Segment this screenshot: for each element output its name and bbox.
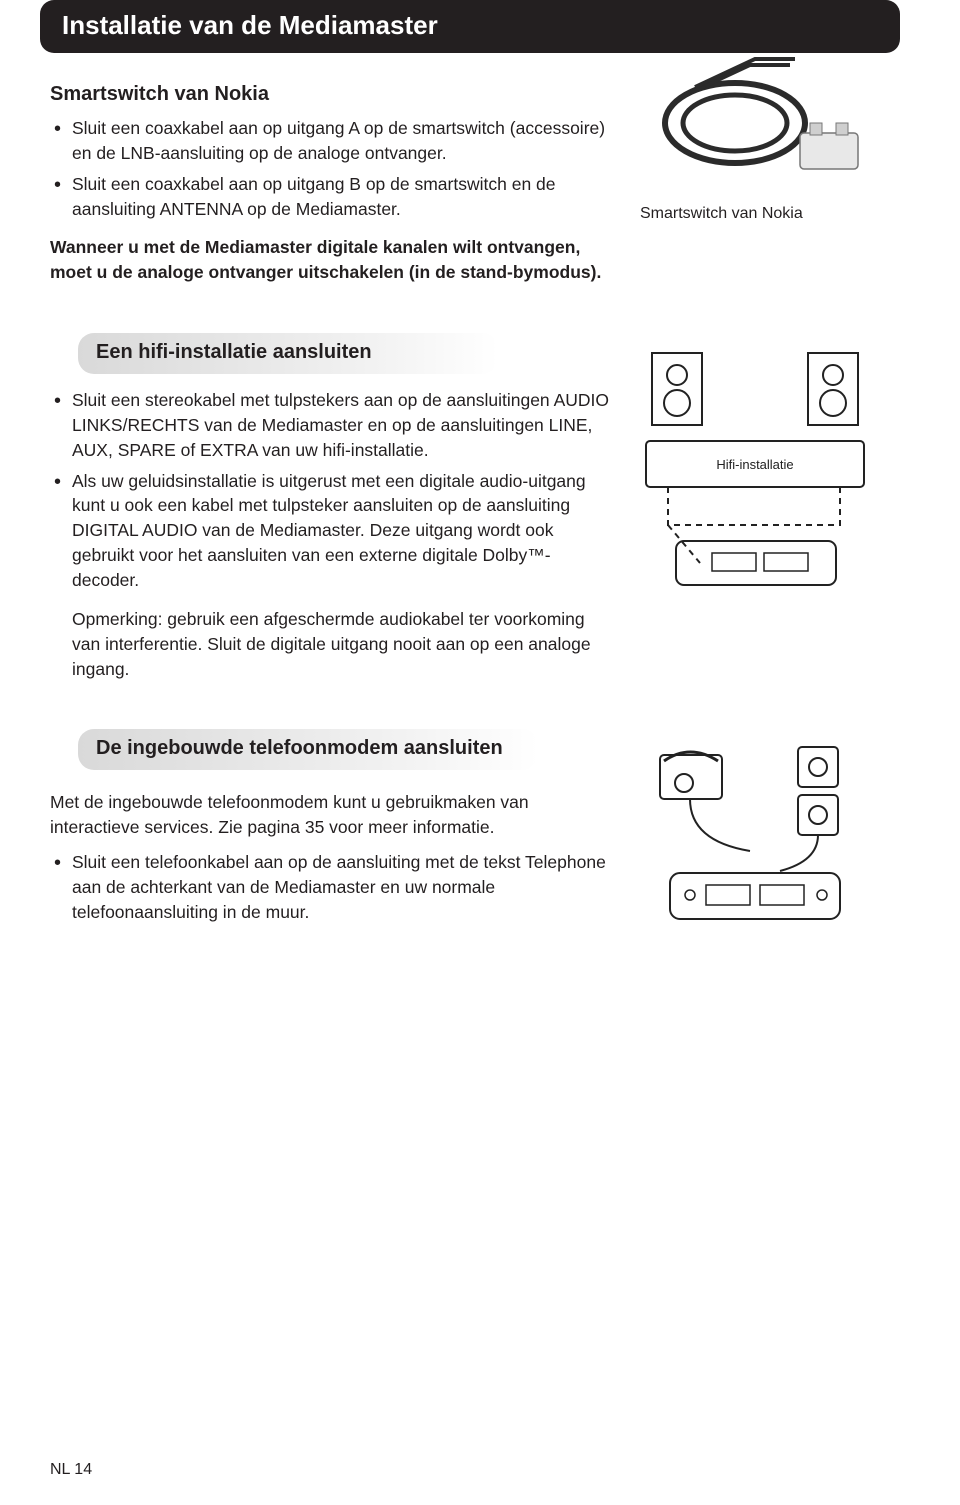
- figure-caption: Smartswitch van Nokia: [640, 203, 890, 225]
- list-item: Sluit een coaxkabel aan op uitgang B op …: [50, 172, 610, 222]
- smartswitch-figure: [640, 53, 870, 193]
- section1-bold-paragraph: Wanneer u met de Mediamaster digitale ka…: [50, 235, 610, 285]
- list-item: Sluit een telefoonkabel aan op de aanslu…: [50, 850, 610, 925]
- section2-note: Opmerking: gebruik een afgeschermde audi…: [72, 607, 610, 682]
- page-number: NL 14: [50, 1461, 92, 1479]
- section3-bullets: Sluit een telefoonkabel aan op de aanslu…: [50, 850, 610, 925]
- section1-subtitle: Smartswitch van Nokia: [50, 83, 610, 106]
- page-title: Installatie van de Mediamaster: [40, 0, 900, 53]
- hifi-figure: Hifi-installatie: [640, 345, 870, 605]
- list-item: Als uw geluidsinstallatie is uitgerust m…: [50, 469, 610, 593]
- section3-intro: Met de ingebouwde telefoonmodem kunt u g…: [50, 790, 610, 840]
- modem-figure: [640, 741, 870, 941]
- list-item: Sluit een stereokabel met tulpstekers aa…: [50, 388, 610, 463]
- hifi-label: Hifi-installatie: [716, 457, 793, 472]
- section2-heading: Een hifi-installatie aansluiten: [78, 333, 498, 374]
- section2-bullets: Sluit een stereokabel met tulpstekers aa…: [50, 388, 610, 593]
- section3-heading: De ingebouwde telefoonmodem aansluiten: [78, 729, 538, 770]
- list-item: Sluit een coaxkabel aan op uitgang A op …: [50, 116, 610, 166]
- section1-bullets: Sluit een coaxkabel aan op uitgang A op …: [50, 116, 610, 221]
